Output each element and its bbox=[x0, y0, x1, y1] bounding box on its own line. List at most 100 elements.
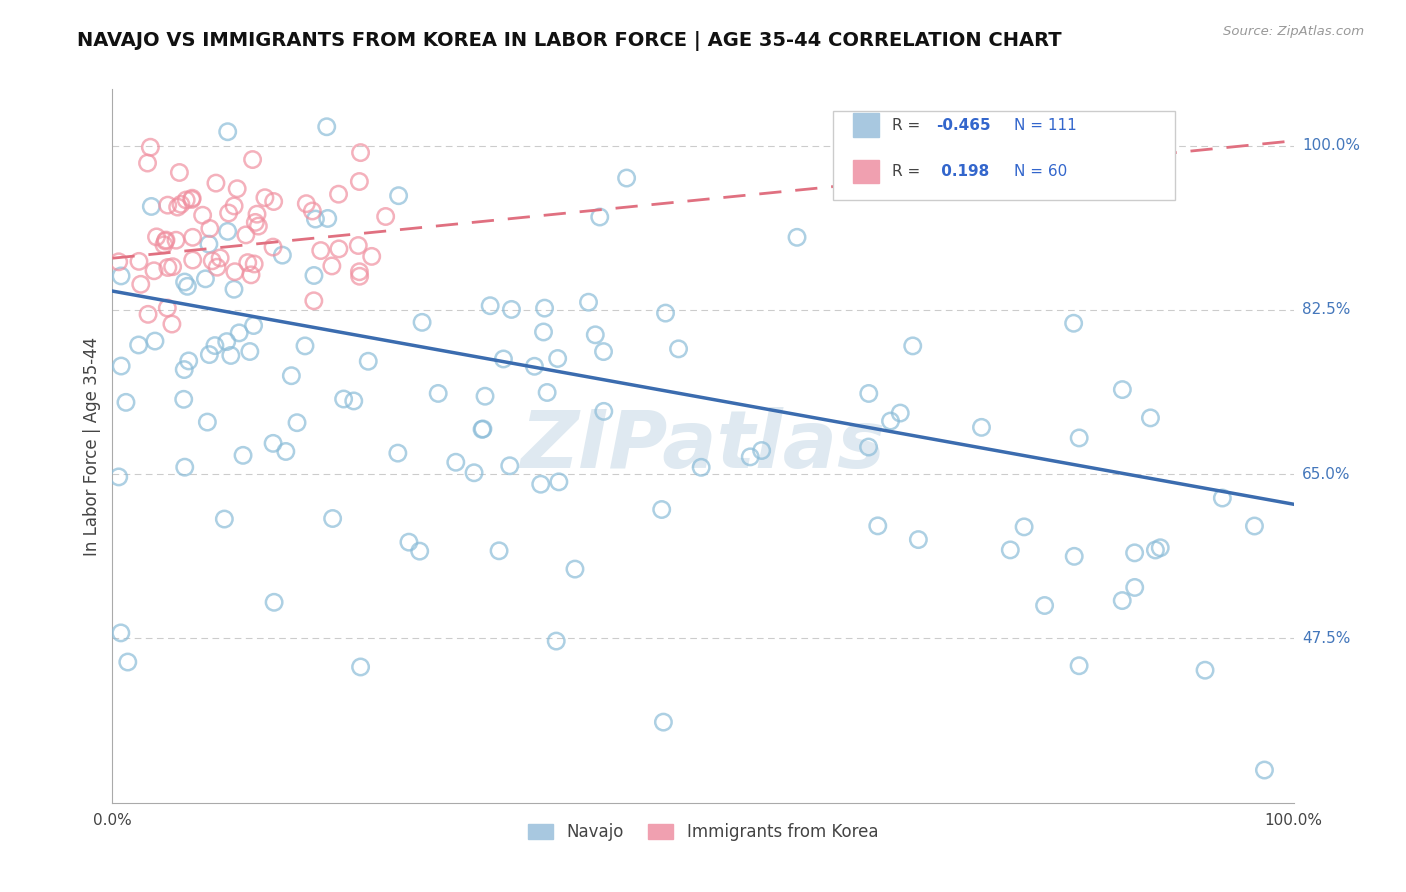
Point bbox=[1253, 763, 1275, 777]
Point bbox=[1012, 520, 1035, 534]
Point bbox=[740, 450, 762, 464]
Point bbox=[328, 242, 350, 256]
Point bbox=[195, 415, 218, 429]
Point bbox=[177, 354, 200, 368]
Point bbox=[592, 404, 614, 418]
Point bbox=[411, 315, 433, 329]
Point bbox=[652, 715, 675, 730]
Point bbox=[347, 238, 370, 252]
Text: N = 111: N = 111 bbox=[1014, 118, 1077, 133]
Point bbox=[322, 511, 344, 525]
Point bbox=[907, 533, 929, 547]
Point bbox=[217, 125, 239, 139]
Point bbox=[1069, 658, 1091, 673]
Point bbox=[245, 215, 267, 229]
FancyBboxPatch shape bbox=[853, 160, 879, 184]
Point bbox=[471, 422, 494, 436]
Point bbox=[176, 279, 198, 293]
Point bbox=[222, 282, 245, 296]
Point bbox=[145, 230, 167, 244]
Point bbox=[107, 255, 129, 269]
Point bbox=[205, 260, 228, 275]
Point bbox=[155, 233, 177, 247]
Point bbox=[209, 251, 232, 265]
Point bbox=[1243, 519, 1265, 533]
Text: 0.198: 0.198 bbox=[935, 164, 988, 179]
Point bbox=[583, 327, 606, 342]
Point bbox=[173, 392, 195, 407]
Point bbox=[349, 174, 371, 188]
Point bbox=[173, 275, 195, 289]
Point bbox=[180, 193, 202, 207]
Point bbox=[651, 502, 673, 516]
Text: NAVAJO VS IMMIGRANTS FROM KOREA IN LABOR FORCE | AGE 35-44 CORRELATION CHART: NAVAJO VS IMMIGRANTS FROM KOREA IN LABOR… bbox=[77, 31, 1062, 51]
Point bbox=[499, 458, 522, 473]
Point bbox=[240, 268, 263, 282]
Point bbox=[274, 444, 297, 458]
Point bbox=[302, 268, 325, 283]
Point bbox=[409, 544, 432, 558]
Point bbox=[1111, 593, 1133, 607]
Text: R =: R = bbox=[891, 118, 925, 133]
Point bbox=[217, 224, 239, 238]
Point bbox=[128, 338, 150, 352]
Point bbox=[501, 302, 523, 317]
Point bbox=[332, 392, 354, 406]
Point bbox=[198, 348, 221, 362]
Point bbox=[169, 165, 191, 179]
Point bbox=[1123, 546, 1146, 560]
Text: ZIPatlas: ZIPatlas bbox=[520, 407, 886, 485]
Point bbox=[198, 237, 221, 252]
Point bbox=[136, 307, 159, 321]
Point bbox=[444, 455, 467, 469]
Text: Source: ZipAtlas.com: Source: ZipAtlas.com bbox=[1223, 25, 1364, 38]
Point bbox=[136, 156, 159, 170]
Point bbox=[1069, 431, 1091, 445]
Point bbox=[1063, 316, 1085, 330]
Point bbox=[156, 301, 179, 315]
Point bbox=[128, 254, 150, 268]
Point bbox=[173, 362, 195, 376]
Point bbox=[162, 260, 184, 274]
Text: R =: R = bbox=[891, 164, 925, 179]
Point bbox=[901, 339, 924, 353]
Point bbox=[616, 171, 638, 186]
Point bbox=[215, 334, 238, 349]
Point bbox=[530, 477, 553, 491]
Point bbox=[374, 210, 396, 224]
Text: -0.465: -0.465 bbox=[935, 118, 990, 133]
Point bbox=[1211, 491, 1233, 505]
Point bbox=[547, 475, 569, 489]
Point bbox=[201, 253, 224, 268]
Point bbox=[488, 543, 510, 558]
Point bbox=[153, 237, 176, 252]
Text: N = 60: N = 60 bbox=[1014, 164, 1067, 179]
Point bbox=[1149, 541, 1171, 555]
Point bbox=[219, 348, 242, 362]
Point bbox=[533, 325, 555, 339]
Text: 100.0%: 100.0% bbox=[1302, 138, 1360, 153]
Point bbox=[427, 386, 450, 401]
Point bbox=[536, 385, 558, 400]
Point bbox=[343, 393, 366, 408]
Point bbox=[1063, 549, 1085, 564]
Text: 65.0%: 65.0% bbox=[1302, 467, 1350, 482]
Point bbox=[398, 535, 420, 549]
Point bbox=[533, 301, 555, 315]
Point bbox=[110, 359, 132, 373]
Point bbox=[463, 466, 485, 480]
Point bbox=[235, 227, 257, 242]
Point bbox=[751, 443, 773, 458]
Point bbox=[263, 595, 285, 609]
Point bbox=[546, 634, 568, 648]
Point bbox=[115, 395, 138, 409]
Point bbox=[1194, 663, 1216, 677]
Point bbox=[1123, 581, 1146, 595]
Point bbox=[471, 422, 494, 436]
Point bbox=[492, 351, 515, 366]
Point bbox=[243, 257, 266, 271]
Point bbox=[357, 354, 380, 368]
Point bbox=[1000, 542, 1022, 557]
Point bbox=[1111, 383, 1133, 397]
Point bbox=[280, 368, 302, 383]
